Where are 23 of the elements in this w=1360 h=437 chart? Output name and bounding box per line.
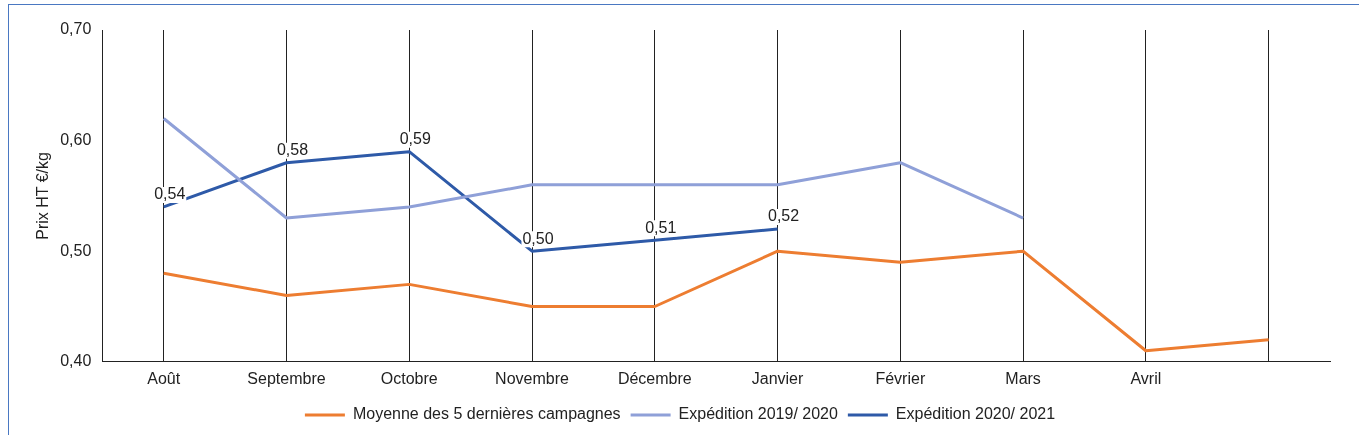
legend-label: Expédition 2019/ 2020 <box>678 405 838 423</box>
data-label: 0,52 <box>767 207 800 225</box>
x-tick-label: Février <box>875 369 926 387</box>
x-tick-label: Mars <box>1005 369 1041 387</box>
y-axis-title: Prix HT €/kg <box>34 152 52 240</box>
legend-label: Expédition 2020/ 2021 <box>895 405 1056 423</box>
data-label: 0,54 <box>154 185 186 203</box>
x-tick-label: Septembre <box>247 369 326 387</box>
legend-label: Moyenne des 5 dernières campagnes <box>352 405 621 423</box>
y-tick-label: 0,40 <box>60 352 92 370</box>
data-label: 0,51 <box>645 218 677 236</box>
y-tick-label: 0,60 <box>60 131 92 149</box>
x-tick-label: Octobre <box>380 369 438 387</box>
data-label: 0,50 <box>522 229 554 247</box>
y-tick-label: 0,50 <box>60 241 92 259</box>
y-tick-label: 0,70 <box>60 20 92 38</box>
data-label: 0,58 <box>276 141 309 159</box>
x-tick-label: Novembre <box>495 369 570 387</box>
x-tick-label: Janvier <box>751 369 805 387</box>
x-tick-label: Décembre <box>617 369 692 387</box>
x-tick-label: Août <box>147 369 181 387</box>
x-tick-label: Avril <box>1130 369 1162 387</box>
data-label: 0,59 <box>399 130 431 148</box>
